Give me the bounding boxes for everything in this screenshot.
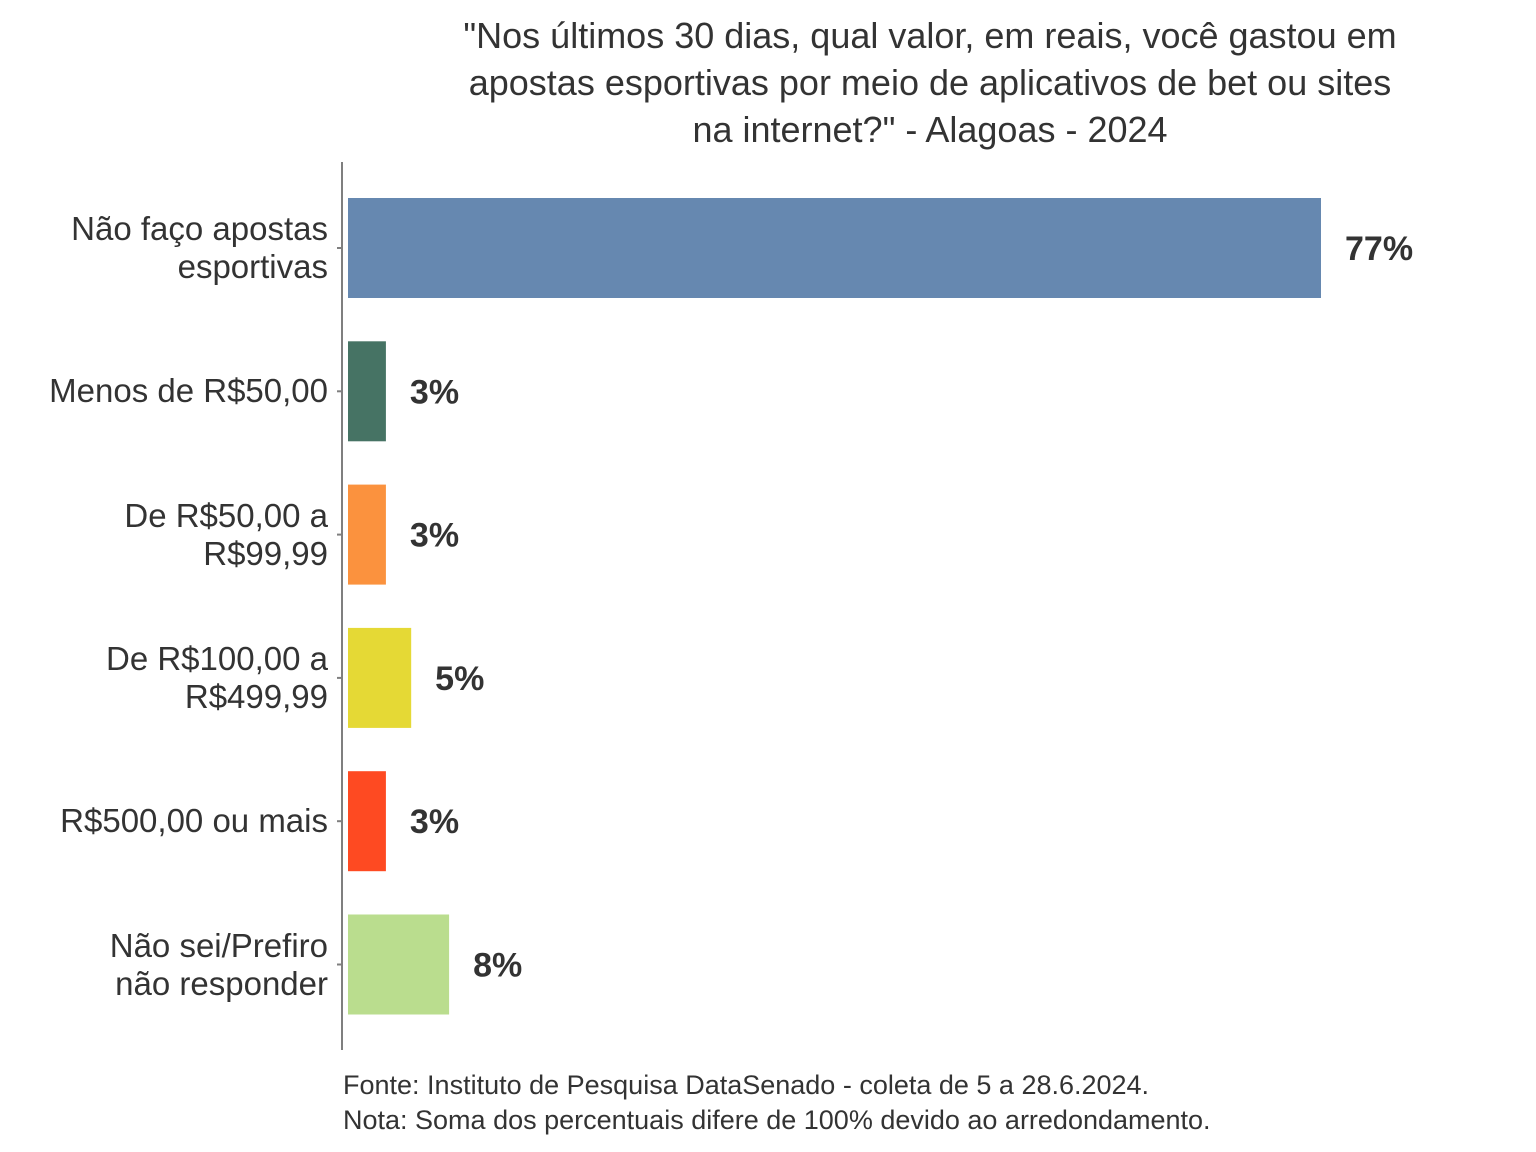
category-label-3: De R$50,00 a R$99,99 (124, 497, 328, 573)
bar-3 (348, 484, 386, 585)
chart-title-line-2: apostas esportivas por meio de aplicativ… (468, 62, 1392, 103)
category-label-5: R$500,00 ou mais (60, 802, 328, 840)
bar-2 (348, 341, 386, 442)
category-label-4: De R$100,00 a R$499,99 (106, 640, 328, 716)
category-label-line: Não sei/Prefiro (109, 926, 328, 964)
y-axis (337, 162, 343, 1050)
value-labels-group: 77% 3% 3% 5% 3% 8% (410, 230, 1413, 985)
bar-4 (348, 627, 412, 728)
bar-1 (348, 198, 1321, 298)
bar-5 (348, 771, 386, 872)
category-label-6: Não sei/Prefiro não responder (110, 927, 328, 1003)
source-note: Fonte: Instituto de Pesquisa DataSenado … (343, 1070, 1150, 1100)
value-label-5: 3% (410, 803, 459, 841)
category-label-line: não responder (115, 964, 328, 1002)
value-label-2: 3% (410, 373, 459, 411)
category-label-line: R$499,99 (184, 677, 328, 715)
chart-title-line-3: na internet?" - Alagoas - 2024 (692, 109, 1168, 150)
footnotes: Fonte: Instituto de Pesquisa DataSenado … (343, 1068, 1211, 1138)
value-label-3: 3% (410, 517, 459, 555)
rounding-note: Nota: Soma dos percentuais difere de 100… (343, 1105, 1211, 1135)
value-label-1: 77% (1345, 230, 1413, 268)
chart-title-line-1: "Nos últimos 30 dias, qual valor, em rea… (463, 15, 1397, 56)
chart-title: "Nos últimos 30 dias, qual valor, em rea… (340, 12, 1520, 153)
category-label-1: Não faço apostas esportivas (71, 210, 328, 286)
category-label-line: De R$50,00 a (124, 496, 328, 534)
value-label-6: 8% (473, 947, 522, 985)
bar-6 (348, 914, 450, 1015)
category-label-line: Não faço apostas (71, 210, 328, 247)
category-label-2: Menos de R$50,00 (49, 372, 328, 410)
category-label-line: R$99,99 (203, 534, 328, 572)
category-label-line: Menos de R$50,00 (49, 372, 328, 410)
category-label-line: esportivas (177, 248, 328, 285)
bars-group (348, 198, 1321, 1015)
value-label-4: 5% (435, 660, 484, 698)
category-label-line: De R$100,00 a (106, 639, 328, 677)
category-label-line: R$500,00 ou mais (60, 802, 328, 840)
